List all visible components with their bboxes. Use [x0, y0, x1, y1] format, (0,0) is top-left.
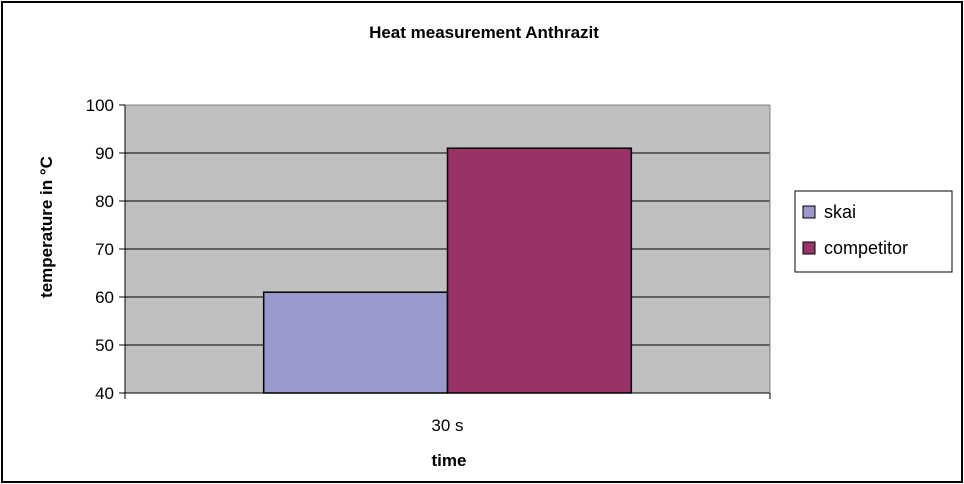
bar-skai: [262, 291, 449, 394]
y-tick-labels: 40 50 60 70 80 90 100: [86, 96, 114, 403]
legend-box: [794, 190, 953, 273]
y-axis-label: temperature in °C: [37, 156, 56, 298]
bar-competitor: [446, 147, 633, 394]
legend-label: skai: [824, 202, 856, 222]
chart-title: Heat measurement Anthrazit: [369, 23, 599, 42]
y-tick-label: 90: [95, 144, 114, 163]
x-tick-labels: 30 s: [431, 416, 463, 435]
x-tick-label: 30 s: [431, 416, 463, 435]
legend-swatch: [802, 205, 816, 219]
legend-label: competitor: [824, 238, 908, 258]
y-tick-label: 60: [95, 288, 114, 307]
axes: [119, 104, 771, 399]
y-tick-label: 80: [95, 192, 114, 211]
x-axis-label: time: [432, 451, 467, 470]
legend: skai competitor: [794, 190, 953, 273]
y-tick-label: 70: [95, 240, 114, 259]
legend-items: skai competitor: [802, 202, 908, 258]
y-tick-label: 100: [86, 96, 114, 115]
y-tick-label: 50: [95, 336, 114, 355]
legend-swatch: [802, 241, 816, 255]
y-tick-label: 40: [95, 384, 114, 403]
bars: [262, 147, 633, 394]
